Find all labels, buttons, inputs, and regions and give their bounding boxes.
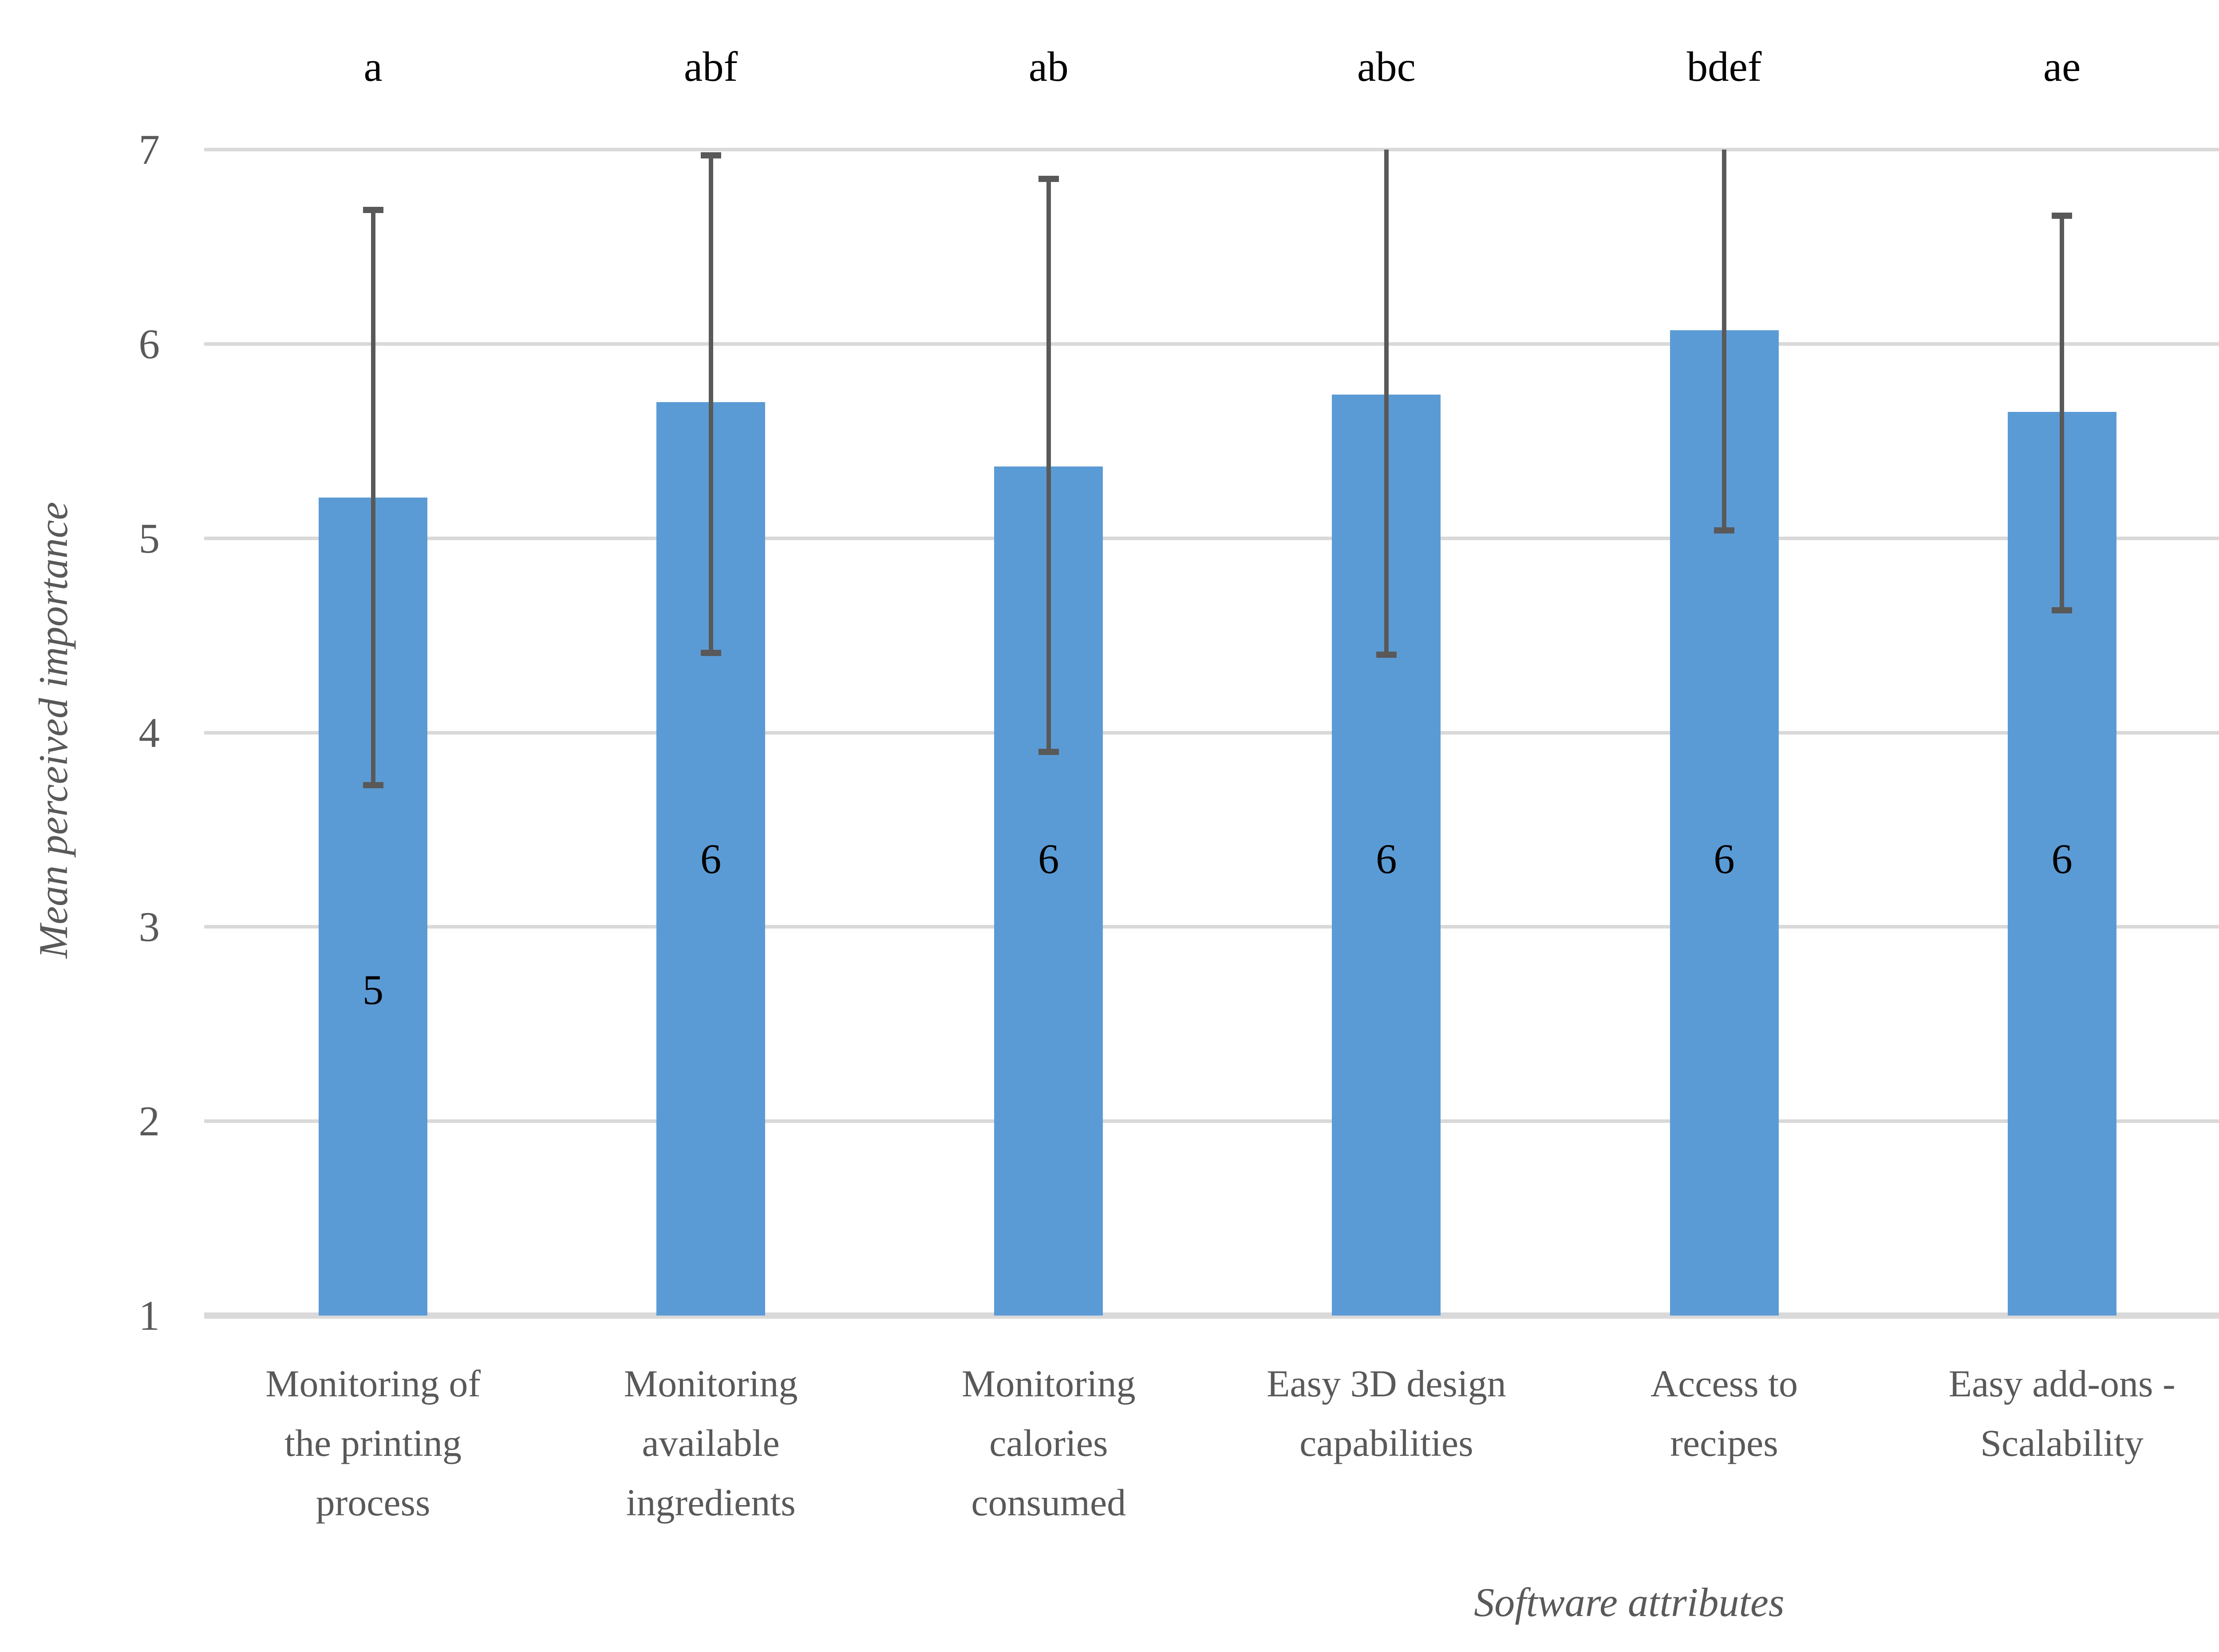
gridline xyxy=(204,148,2219,151)
error-bar-line xyxy=(2060,215,2065,610)
gridline xyxy=(204,342,2219,346)
error-bar-cap-bottom xyxy=(2052,607,2073,613)
significance-letter: abc xyxy=(1357,43,1416,90)
category-label: Monitoring available ingredients xyxy=(547,1354,875,1532)
error-bar-cap-bottom xyxy=(1038,749,1059,755)
error-bar-cap-bottom xyxy=(700,649,721,656)
category-label-line: Monitoring of xyxy=(265,1362,481,1405)
y-tick-label: 1 xyxy=(138,1292,160,1339)
significance-letter: bdef xyxy=(1686,43,1762,90)
y-tick-label: 4 xyxy=(138,709,160,756)
bar-value-label: 6 xyxy=(2051,835,2073,882)
error-bar-line xyxy=(1384,150,1389,655)
category-label: Monitoring of the printing process xyxy=(209,1354,537,1532)
y-tick-label: 6 xyxy=(138,320,160,368)
x-axis-title: Software attributes xyxy=(1474,1580,1785,1625)
error-bar-line xyxy=(371,209,375,785)
error-bar-cap-bottom xyxy=(1714,527,1734,534)
error-bar-line xyxy=(708,155,713,653)
bar-value-label: 6 xyxy=(1038,835,1059,882)
category-label-line: ingredients xyxy=(626,1481,796,1524)
error-bar-cap-top xyxy=(1038,175,1059,182)
category-label-line: recipes xyxy=(1670,1422,1778,1464)
category-label: Access to recipes xyxy=(1560,1354,1888,1473)
y-tick-label: 5 xyxy=(138,514,160,562)
bar-value-label: 6 xyxy=(1714,835,1735,882)
gridline xyxy=(204,731,2219,735)
error-bar-cap-top xyxy=(700,152,721,159)
significance-letter: ab xyxy=(1028,43,1069,90)
category-label-line: Monitoring xyxy=(961,1362,1136,1405)
category-label-line: consumed xyxy=(971,1481,1126,1524)
gridline xyxy=(204,536,2219,540)
y-axis-title: Mean perceived importance xyxy=(31,502,76,959)
bar-value-label: 6 xyxy=(700,835,722,882)
category-label-line: capabilities xyxy=(1299,1422,1473,1464)
category-label-line: Easy add-ons - xyxy=(1948,1362,2176,1405)
error-bar-cap-bottom xyxy=(1376,652,1397,658)
bar-value-label: 5 xyxy=(362,966,384,1013)
category-label: Easy 3D design capabilities xyxy=(1222,1354,1551,1473)
error-bar-cap-top xyxy=(363,206,383,213)
category-label: Monitoring calories consumed xyxy=(884,1354,1213,1532)
y-tick-label: 3 xyxy=(138,903,160,951)
significance-letter: ae xyxy=(2043,43,2081,90)
category-label: Easy add-ons - Scalability xyxy=(1898,1354,2219,1473)
significance-letter: a xyxy=(363,43,383,90)
gridline xyxy=(204,1312,2219,1319)
y-tick-label: 2 xyxy=(138,1098,160,1145)
category-label-line: process xyxy=(316,1481,430,1524)
category-label-line: Scalability xyxy=(1980,1422,2144,1464)
category-label-line: Access to xyxy=(1650,1362,1798,1405)
error-bar-cap-bottom xyxy=(363,782,383,788)
category-label-line: Monitoring xyxy=(624,1362,798,1405)
y-tick-label: 7 xyxy=(138,126,160,173)
error-bar-cap-top xyxy=(2052,212,2073,219)
category-label-line: calories xyxy=(989,1422,1108,1464)
category-label-line: available xyxy=(642,1422,780,1464)
bar-value-label: 6 xyxy=(1376,835,1397,882)
significance-letter: abf xyxy=(684,43,738,90)
error-bar-line xyxy=(1046,178,1051,752)
gridline xyxy=(204,1119,2219,1123)
error-bar-line xyxy=(1722,150,1726,531)
category-label-line: the printing xyxy=(284,1422,462,1464)
gridline xyxy=(204,925,2219,929)
category-label-line: Easy 3D design xyxy=(1266,1362,1506,1405)
